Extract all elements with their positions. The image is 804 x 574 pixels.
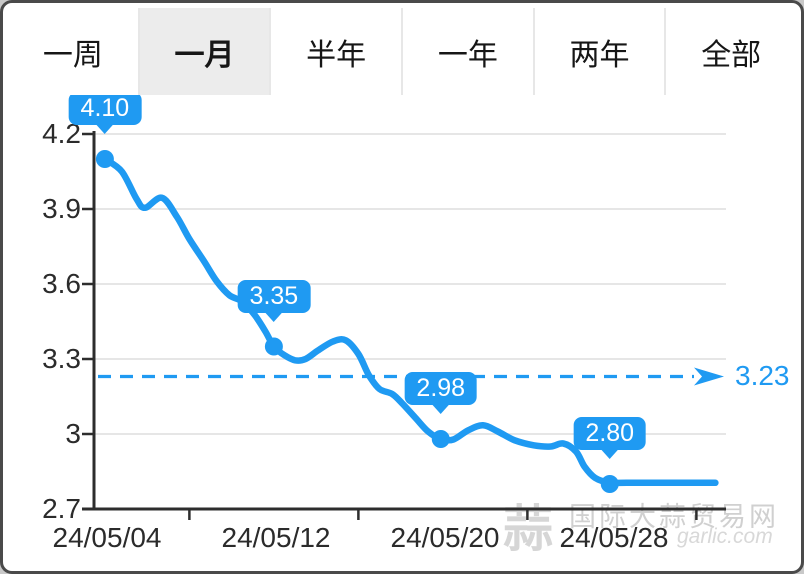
- tab-one-week[interactable]: 一周: [8, 8, 138, 95]
- tab-one-year[interactable]: 一年: [401, 8, 533, 95]
- price-tooltip: 2.98: [404, 372, 478, 405]
- tab-one-month[interactable]: 一月: [137, 8, 270, 95]
- x-tick-label: 24/05/12: [221, 522, 331, 553]
- tab-label: 一周: [42, 38, 103, 72]
- y-tick-label: 4.2: [42, 118, 81, 149]
- price-tooltip: 4.10: [68, 92, 142, 125]
- x-tick-label: 24/05/20: [390, 522, 500, 553]
- data-point-dot[interactable]: [431, 430, 450, 448]
- tab-two-years[interactable]: 两年: [532, 8, 665, 95]
- y-tick-label: 2.7: [42, 493, 81, 524]
- data-point-dot[interactable]: [264, 337, 283, 356]
- tab-all[interactable]: 全部: [664, 8, 797, 95]
- period-tabbar: 一周 一月 半年 一年 两年 全部: [8, 8, 797, 95]
- tab-label: 半年: [306, 38, 367, 72]
- tab-half-year[interactable]: 半年: [269, 8, 402, 95]
- watermark-domain: garlic.com: [677, 525, 773, 548]
- price-tooltip: 2.80: [573, 417, 647, 450]
- x-tick-label: 24/05/04: [52, 522, 162, 553]
- tab-label: 一月: [174, 38, 235, 72]
- y-tick-label: 3.6: [42, 268, 81, 299]
- tab-label: 两年: [569, 38, 630, 72]
- tab-label: 一年: [437, 38, 498, 72]
- y-tick-label: 3.9: [42, 193, 81, 224]
- reference-value-label: 3.23: [735, 359, 790, 391]
- price-curve: [101, 155, 719, 487]
- reference-arrow-icon: [694, 367, 724, 386]
- x-tick-label: 24/05/28: [559, 522, 669, 553]
- y-tick-label: 3.3: [42, 343, 81, 374]
- y-tick-label: 3: [65, 418, 81, 449]
- data-point-dot[interactable]: [600, 475, 619, 493]
- data-point-dot[interactable]: [95, 150, 114, 168]
- price-tooltip: 3.35: [237, 279, 311, 313]
- watermark-site-name: 国际大蒜贸易网: [569, 502, 779, 532]
- tab-label: 全部: [701, 38, 762, 72]
